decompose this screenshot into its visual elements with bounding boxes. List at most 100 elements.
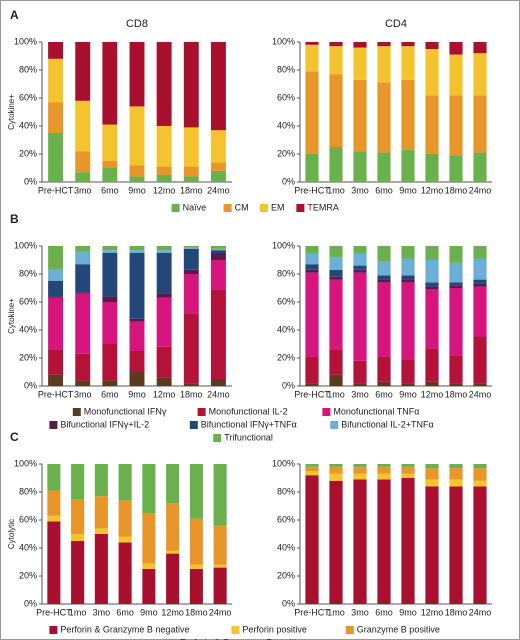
bar-segment [102,296,118,302]
bar-segment [425,282,439,287]
x-tick-label: Pre-HCT [294,389,330,399]
bar-segment [142,569,156,604]
bar-segment [75,264,91,293]
bar-segment [102,380,118,386]
bar-segment [401,359,415,384]
bar-segment [401,466,415,474]
bar-segment [305,42,319,45]
bar-segment [129,372,145,386]
bar-segment [47,464,61,491]
bar-segment [425,246,439,260]
y-tick-label: 40% [277,120,295,130]
panel-letter: C [10,430,19,444]
y-tick-label: 20% [19,148,37,158]
bar-segment [129,318,145,322]
bar-segment [156,293,172,298]
bar-segment [473,480,487,487]
bar-segment [210,130,226,163]
bar-segment [449,383,463,386]
x-tick-label: 12mo [421,607,444,617]
x-tick-label: 18mo [445,607,468,617]
bar-segment [189,569,203,604]
y-tick-label: 100% [272,36,295,46]
bar-segment [71,534,85,541]
x-tick-label: Pre-HCT [294,185,330,195]
x-tick-label: 9mo [399,185,417,195]
bar-segment [166,464,180,504]
bar-segment [449,285,463,288]
bar-segment [48,374,64,386]
bar-segment [329,349,343,375]
bar-segment [449,95,463,156]
bar-segment [473,383,487,386]
x-tick-label: 3mo [93,607,111,617]
bar-segment [449,288,463,356]
bar-segment [473,53,487,96]
bar-segment [47,490,61,516]
bar-segment [401,464,415,467]
legend-label: Trifunctional [224,432,273,442]
bar-segment [305,246,319,253]
bar-segment [353,466,367,474]
bar-segment [425,479,439,487]
bar-segment [156,297,172,347]
bar-segment [329,269,343,277]
y-tick-label: 100% [14,458,37,468]
x-tick-label: 24mo [207,389,230,399]
y-tick-label: 80% [19,64,37,74]
bar-segment [102,168,118,182]
x-tick-label: 24mo [469,389,492,399]
bar-segment [118,542,132,604]
x-tick-label: Pre-HCT [38,389,74,399]
bar-segment [329,279,343,350]
y-tick-label: 80% [277,64,295,74]
bar-segment [377,479,391,604]
x-tick-label: 1mo [69,607,87,617]
x-tick-label: 1mo [327,185,345,195]
bar-segment [166,550,180,554]
x-tick-label: 3mo [351,607,369,617]
bar-segment [183,176,199,182]
bar-segment [449,155,463,182]
x-tick-label: 6mo [375,607,393,617]
bar-segment [305,154,319,182]
y-tick-label: 20% [19,352,37,362]
bar-segment [377,464,391,467]
x-tick-label: 12mo [153,185,176,195]
x-tick-label: 1mo [327,607,345,617]
x-tick-label: Pre-HCT [36,607,72,617]
bar-segment [425,381,439,386]
bar-segment [377,246,391,262]
y-tick-label: 0% [24,598,37,608]
bar-segment [183,42,199,128]
legend-swatch [345,626,354,634]
bar-segment [156,346,172,378]
bar-segment [329,257,343,270]
bar-segment [377,42,391,47]
x-tick-label: 9mo [399,389,417,399]
bar-segment [71,464,85,499]
legend-label: Bifunctional IL-2+TNFα [341,419,434,429]
legend-label: Monofunctional IL-2 [209,406,288,416]
y-tick-label: 0% [282,176,295,186]
bar-segment [353,479,367,604]
bar-segment [129,351,145,372]
y-tick-label: 60% [19,296,37,306]
y-tick-label: 20% [277,570,295,580]
legend-label: Perforin & Granzyme B positive [180,637,306,640]
bar-segment [329,147,343,182]
bar-segment [156,250,172,253]
bar-segment [401,258,415,276]
bar-segment [48,281,64,297]
bar-segment [183,166,199,177]
bar-segment [142,513,156,564]
y-tick-label: 100% [272,240,295,250]
bar-segment [183,246,199,248]
bar-segment [75,151,91,173]
bar-segment [329,42,343,47]
x-tick-label: Pre-HCT [294,607,330,617]
bar-segment [353,42,367,48]
bar-segment [75,100,91,152]
bar-segment [102,344,118,381]
bar-segment [102,250,118,253]
